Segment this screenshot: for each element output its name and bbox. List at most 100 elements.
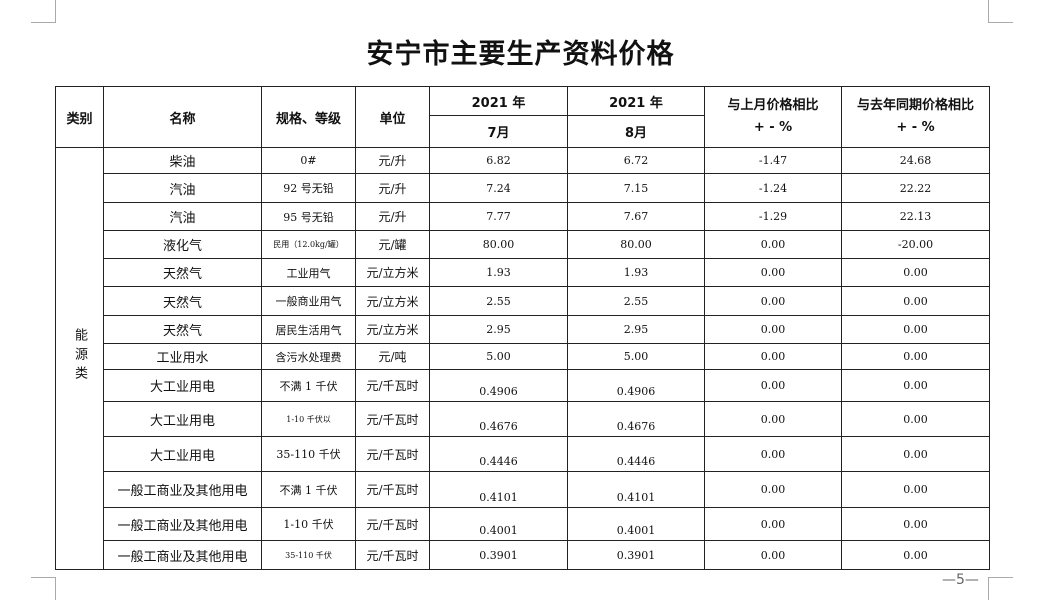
change-month-on-month: 0.00 xyxy=(704,343,842,370)
item-name: 工业用水 xyxy=(103,343,262,370)
price-august: 0.4906 xyxy=(567,369,705,402)
price-july: 0.4676 xyxy=(429,401,568,437)
item-name: 天然气 xyxy=(103,286,262,316)
change-year-on-year: 0.00 xyxy=(841,369,990,402)
change-month-on-month: 0.00 xyxy=(704,369,842,402)
price-august: 7.15 xyxy=(567,173,705,203)
price-august: 0.4101 xyxy=(567,471,705,508)
header-mom-line1: 与上月价格相比 xyxy=(727,98,819,113)
item-spec: 不满 1 千伏 xyxy=(261,369,356,402)
item-name: 天然气 xyxy=(103,258,262,287)
item-spec: 1-10 千伏以 xyxy=(261,401,356,437)
price-july: 0.4001 xyxy=(429,507,568,541)
item-unit: 元/罐 xyxy=(355,230,430,259)
change-year-on-year: 24.68 xyxy=(841,147,990,174)
header-spec: 规格、等级 xyxy=(261,86,356,148)
item-spec: 工业用气 xyxy=(261,258,356,287)
table-row: 工业用水 含污水处理费 元/吨 5.00 5.00 0.00 0.00 xyxy=(56,343,990,370)
table-row: 大工业用电 35-110 千伏 元/千瓦时 0.4446 0.4446 0.00 0.00 xyxy=(56,436,990,472)
change-month-on-month: 0.00 xyxy=(704,471,842,508)
item-unit: 元/吨 xyxy=(355,343,430,370)
item-unit: 元/千瓦时 xyxy=(355,401,430,437)
change-month-on-month: 0.00 xyxy=(704,436,842,472)
price-july: 7.24 xyxy=(429,173,568,203)
category-label: 能源类 xyxy=(72,328,87,385)
header-row-2: 7月 8月 xyxy=(56,115,990,148)
item-unit: 元/千瓦时 xyxy=(355,507,430,541)
change-year-on-year: 0.00 xyxy=(841,286,990,316)
item-spec: 35-110 千伏 xyxy=(261,436,356,472)
price-august: 7.67 xyxy=(567,202,705,231)
table-row: 大工业用电 不满 1 千伏 元/千瓦时 0.4906 0.4906 0.00 0.00 xyxy=(56,369,990,402)
item-unit: 元/立方米 xyxy=(355,286,430,316)
item-name: 一般工商业及其他用电 xyxy=(103,540,262,570)
change-year-on-year: 22.13 xyxy=(841,202,990,231)
item-name: 天然气 xyxy=(103,315,262,344)
table-row: 汽油 95 号无铅 元/升 7.77 7.67 -1.29 22.13 xyxy=(56,202,990,231)
price-july: 5.00 xyxy=(429,343,568,370)
change-year-on-year: 0.00 xyxy=(841,315,990,344)
table-row: 天然气 一般商业用气 元/立方米 2.55 2.55 0.00 0.00 xyxy=(56,286,990,316)
header-yoy-line1: 与去年同期价格相比 xyxy=(856,98,974,113)
price-august: 6.72 xyxy=(567,147,705,174)
item-name: 大工业用电 xyxy=(103,436,262,472)
table-row: 一般工商业及其他用电 不满 1 千伏 元/千瓦时 0.4101 0.4101 0.00 0.… xyxy=(56,471,990,508)
item-name: 一般工商业及其他用电 xyxy=(103,471,262,508)
item-spec: 0# xyxy=(261,147,356,174)
change-month-on-month: 0.00 xyxy=(704,258,842,287)
change-year-on-year: -20.00 xyxy=(841,230,990,259)
change-month-on-month: -1.29 xyxy=(704,202,842,231)
item-unit: 元/升 xyxy=(355,147,430,174)
price-august: 0.4446 xyxy=(567,436,705,472)
table-row: 能源类 柴油 0# 元/升 6.82 6.72 -1.47 24.68 xyxy=(55,147,990,570)
change-year-on-year: 0.00 xyxy=(841,507,990,541)
change-month-on-month: 0.00 xyxy=(704,401,842,437)
table-row: 一般工商业及其他用电 35-110 千伏 元/千瓦时 0.3901 0.3901 0.00… xyxy=(56,540,990,570)
table-body: 能源类 柴油 0# 元/升 6.82 6.72 -1.47 24.68 汽油 92 号无铅 元/升 7… xyxy=(55,147,990,570)
item-unit: 元/千瓦时 xyxy=(355,436,430,472)
price-july: 2.95 xyxy=(429,315,568,344)
category-cell: 能源类 xyxy=(55,147,104,570)
change-month-on-month: 0.00 xyxy=(704,540,842,570)
change-year-on-year: 0.00 xyxy=(841,540,990,570)
price-august: 1.93 xyxy=(567,258,705,287)
price-july: 0.4906 xyxy=(429,369,568,402)
price-august: 2.95 xyxy=(567,315,705,344)
price-july: 6.82 xyxy=(429,147,568,174)
change-month-on-month: 0.00 xyxy=(704,315,842,344)
header-mom-line2: + - % xyxy=(753,120,793,135)
header-year-a: 2021 年 xyxy=(429,86,568,116)
item-spec: 1-10 千伏 xyxy=(261,507,356,541)
header-unit: 单位 xyxy=(355,86,430,148)
table-row: 汽油 92 号无铅 元/升 7.24 7.15 -1.24 22.22 xyxy=(56,173,990,203)
change-month-on-month: 0.00 xyxy=(704,286,842,316)
price-august: 0.4676 xyxy=(567,401,705,437)
crop-mark-bottom-right xyxy=(988,577,1013,600)
item-unit: 元/升 xyxy=(355,202,430,231)
header-row-1: 类别 名称 规格、等级 单位 2021 年 2021 年 与上月价格相比 + -… xyxy=(55,86,990,148)
header-mom: 与上月价格相比 + - % xyxy=(704,86,842,148)
table-row: 大工业用电 1-10 千伏以 元/千瓦时 0.4676 0.4676 0.00 0.00 xyxy=(56,401,990,437)
item-name: 大工业用电 xyxy=(103,369,262,402)
price-august: 0.3901 xyxy=(567,540,705,570)
change-year-on-year: 0.00 xyxy=(841,471,990,508)
item-name: 液化气 xyxy=(103,230,262,259)
price-august: 2.55 xyxy=(567,286,705,316)
item-unit: 元/立方米 xyxy=(355,258,430,287)
crop-mark-top-right xyxy=(988,0,1013,23)
price-august: 80.00 xyxy=(567,230,705,259)
item-unit: 元/立方米 xyxy=(355,315,430,344)
item-spec: 95 号无铅 xyxy=(261,202,356,231)
header-category: 类别 xyxy=(55,86,104,148)
item-spec: 含污水处理费 xyxy=(261,343,356,370)
price-july: 7.77 xyxy=(429,202,568,231)
header-year-b: 2021 年 xyxy=(567,86,705,116)
change-year-on-year: 0.00 xyxy=(841,258,990,287)
item-name: 大工业用电 xyxy=(103,401,262,437)
item-spec: 35-110 千伏 xyxy=(261,540,356,570)
change-month-on-month: 0.00 xyxy=(704,230,842,259)
change-month-on-month: -1.24 xyxy=(704,173,842,203)
table-row: 天然气 居民生活用气 元/立方米 2.95 2.95 0.00 0.00 xyxy=(56,315,990,344)
price-july: 80.00 xyxy=(429,230,568,259)
header-name: 名称 xyxy=(103,86,262,148)
